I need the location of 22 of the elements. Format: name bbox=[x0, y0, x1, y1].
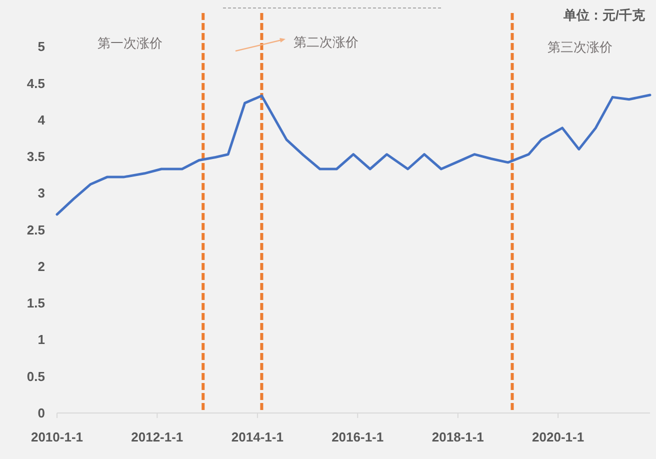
y-tick-label: 0 bbox=[38, 406, 45, 420]
y-tick-label: 4.5 bbox=[26, 76, 45, 91]
x-tick-label: 2018-1-1 bbox=[432, 430, 484, 444]
y-tick-label: 2.5 bbox=[26, 222, 45, 238]
y-tick-label: 4 bbox=[38, 112, 46, 128]
y-axis-title: 单位：元/千克 bbox=[562, 8, 646, 22]
annotation: 第二次涨价 bbox=[294, 34, 358, 50]
y-tick-label: 2 bbox=[38, 258, 45, 274]
y-tick-label: 5 bbox=[38, 39, 45, 54]
line-series bbox=[56, 94, 652, 216]
annotation: 第三次涨价 bbox=[548, 40, 612, 54]
y-tick-label: 1 bbox=[38, 332, 45, 348]
x-tick-label: 2016-1-1 bbox=[332, 430, 384, 444]
annotation: 第一次涨价 bbox=[98, 36, 162, 50]
x-tick-label: 2010-1-1 bbox=[30, 430, 84, 444]
x-tick-label: 2014-1-1 bbox=[231, 430, 284, 444]
x-tick-label: 2020-1-1 bbox=[532, 430, 584, 444]
y-tick-label: 0.5 bbox=[26, 368, 45, 384]
y-tick-label: 3 bbox=[38, 186, 45, 201]
x-tick-label: 2012-1-1 bbox=[131, 430, 184, 444]
y-tick-label: 1.5 bbox=[26, 296, 45, 311]
y-tick-label: 3.5 bbox=[26, 149, 45, 164]
